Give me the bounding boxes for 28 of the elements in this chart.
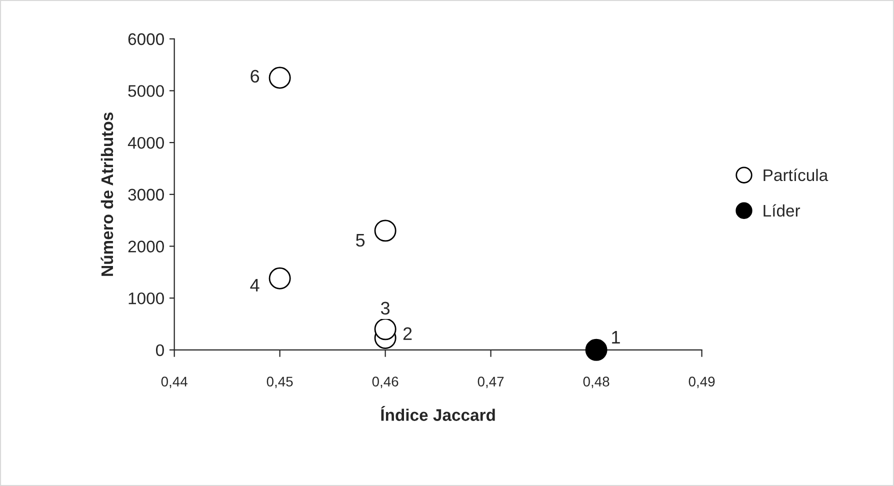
y-tick-label: 1000: [128, 292, 164, 304]
x-tick-label: 0,46: [372, 376, 398, 388]
x-tick-label: 0,48: [583, 376, 610, 388]
annotation: 1: [612, 331, 620, 344]
point: [374, 318, 396, 340]
y-tick-label: 4000: [128, 136, 164, 149]
y-tick-label: 2000: [128, 240, 164, 252]
annotation: 5: [356, 234, 365, 247]
y-axis-title: Número de Atributos: [100, 112, 114, 276]
point: [268, 267, 291, 290]
x-tick-label: 0,49: [688, 376, 715, 388]
annotation: 4: [250, 278, 260, 292]
y-tick-label: 3000: [128, 188, 164, 201]
point: [374, 220, 396, 242]
legend-label: Partícula: [764, 168, 828, 182]
x-tick-label: 0,45: [266, 376, 293, 388]
y-tick-label: 0: [156, 344, 164, 356]
x-axis-title: Índice Jaccard: [381, 406, 495, 421]
point: [585, 338, 608, 361]
y-tick-label: 6000: [128, 33, 164, 46]
legend-label: Líder: [764, 204, 800, 217]
annotation: 3: [380, 302, 390, 315]
y-tick-label: 5000: [128, 85, 164, 97]
x-tick-label: 0,47: [478, 376, 504, 388]
point: [268, 66, 291, 89]
annotation: 6: [250, 70, 260, 83]
x-tick-label: 0,44: [161, 376, 188, 388]
annotation: 2: [403, 327, 412, 340]
